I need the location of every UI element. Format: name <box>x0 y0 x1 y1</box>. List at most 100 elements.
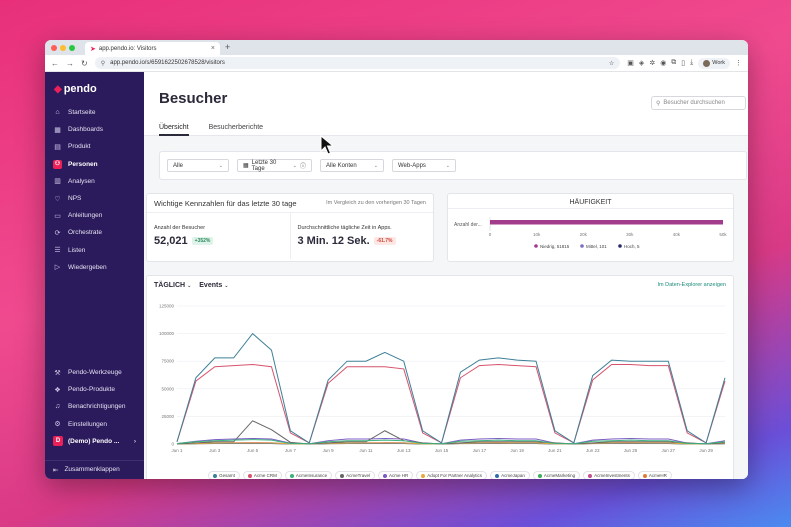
minimize-window-icon[interactable] <box>60 44 66 51</box>
frequency-tick-label: 40k <box>673 232 681 237</box>
sidepanel-icon[interactable]: ▯ <box>681 60 686 67</box>
legend-item[interactable]: AcmeMarketing <box>532 471 581 479</box>
sidebar-item-pendo-werkzeuge[interactable]: ⚒ Pendo-Werkzeuge <box>45 364 144 381</box>
sidebar-item-pendo-produkte[interactable]: ❖ Pendo-Produkte <box>45 381 144 398</box>
maximize-window-icon[interactable] <box>69 44 75 51</box>
interval-dropdown[interactable]: TÄGLICH ⌄ <box>154 282 191 289</box>
interval-value: TÄGLICH <box>154 281 186 289</box>
forward-icon[interactable]: → <box>66 58 74 68</box>
tab-overview[interactable]: Übersicht <box>159 124 189 136</box>
browser-menu-icon[interactable]: ⋮ <box>735 60 742 67</box>
bookmark-star-icon[interactable]: ☆ <box>608 60 615 67</box>
sidebar-item-label: Personen <box>68 160 98 168</box>
extension-icon[interactable]: ▣ <box>627 60 634 67</box>
series-line-acmeinsurance[interactable] <box>176 439 726 445</box>
x-tick-label: Jun 19 <box>510 448 524 453</box>
y-tick-label: 25000 <box>161 414 174 419</box>
collapse-label: Zusammenklappen <box>64 466 120 473</box>
legend-item[interactable]: Gesamt <box>208 471 240 479</box>
legend-item[interactable]: AcmeTravel <box>335 471 376 479</box>
x-tick-label: Jun 1 <box>171 448 183 453</box>
data-explorer-link[interactable]: Im Daten-Explorer anzeigen <box>657 282 726 288</box>
orchestrate-icon: ⟳ <box>54 229 61 237</box>
sidebar-item-analysen[interactable]: ▥ Analysen <box>45 173 144 190</box>
puzzle-extension-icon[interactable]: ⧉ <box>671 59 677 66</box>
collapse-sidebar-button[interactable]: ⇤ Zusammenklappen <box>45 460 144 478</box>
frequency-legend-swatch <box>580 244 584 248</box>
legend-item[interactable]: AcmeInvestments <box>583 471 635 479</box>
frequency-tick-label: 10k <box>533 232 541 237</box>
series-line-gesamt[interactable] <box>176 332 726 444</box>
series-line-acmetravel[interactable] <box>176 420 726 445</box>
events-line-chart: 0 25000 50000 75000 100000 125000 Jun 1 Jun 3 Ju… <box>159 304 726 453</box>
sidebar-item-wiedergeben[interactable]: ▷ Wiedergeben <box>45 259 144 276</box>
frequency-tick-label: 50k <box>719 232 727 237</box>
metric-dropdown[interactable]: Events ⌄ <box>199 282 228 289</box>
legend-item[interactable]: AcmeInsurance <box>284 471 333 479</box>
segment-select[interactable]: Alle ⌄ <box>167 159 229 172</box>
x-tick-label: Jun 27 <box>662 448 676 453</box>
sidebar-item-dashboards[interactable]: ▦ Dashboards <box>45 121 144 138</box>
legend-item[interactable]: AcmeJapan <box>490 471 530 479</box>
sidebar-item-benachrichtigungen[interactable]: ♫ Benachrichtigungen <box>45 398 144 415</box>
pendo-logo[interactable]: ◆ pendo <box>45 72 144 104</box>
pendo-extension-icon[interactable]: ◈ <box>638 60 645 67</box>
series-line-acme-crm[interactable] <box>176 364 726 444</box>
browser-tab[interactable]: ➤ app.pendo.io: Visitors × <box>85 42 220 55</box>
frequency-title: HÄUFIGKEIT <box>448 194 733 209</box>
site-info-icon[interactable]: ⚲ <box>100 60 106 67</box>
browser-window: ➤ app.pendo.io: Visitors × + ← → ↻ ⚲ app… <box>45 40 748 479</box>
workspace-switcher[interactable]: D (Demo) Pendo ... › <box>45 433 144 450</box>
sidebar-item-personen[interactable]: ⚇ Personen <box>45 156 144 173</box>
new-tab-icon[interactable]: + <box>225 42 231 52</box>
chevron-down-icon: ⌄ <box>292 162 297 169</box>
browser-toolbar: ← → ↻ ⚲ app.pendo.io/s/6591622502678528/… <box>45 55 748 72</box>
sidebar-item-nps[interactable]: ♡ NPS <box>45 190 144 207</box>
legend-label: Gesamt <box>219 473 235 478</box>
sidebar-item-anleitungen[interactable]: ▭ Anleitungen <box>45 207 144 224</box>
apps-select[interactable]: Web-Apps ⌄ <box>392 159 456 172</box>
sidebar-item-produkt[interactable]: ▤ Produkt <box>45 138 144 155</box>
legend-item[interactable]: AcmeHR <box>637 471 672 479</box>
address-bar-url: app.pendo.io/s/6591622502678528/visitors <box>110 60 225 66</box>
accounts-select[interactable]: Alle Konten ⌄ <box>320 159 384 172</box>
back-icon[interactable]: ← <box>51 58 59 68</box>
x-tick-label: Jun 17 <box>473 448 487 453</box>
sidebar-item-orchestrate[interactable]: ⟳ Orchestrate <box>45 224 144 241</box>
x-tick-label: Jun 9 <box>323 448 335 453</box>
frequency-tick-label: 30k <box>626 232 634 237</box>
download-icon[interactable]: ⤓ <box>690 59 694 66</box>
pendo-app: ◆ pendo ⌂ Startseite ▦ Dashboards ▤ Produkt ⚇ P… <box>45 72 748 479</box>
close-window-icon[interactable] <box>51 44 57 51</box>
search-icon: ⚲ <box>656 100 661 107</box>
legend-item[interactable]: Adopt For Partner Analytics <box>416 471 488 479</box>
main-content: Besucher ⚲ Besucher durchsuchen Übersich… <box>144 72 748 479</box>
sidebar-item-label: Dashboards <box>68 126 104 134</box>
legend-swatch <box>289 473 294 478</box>
search-input[interactable]: ⚲ Besucher durchsuchen <box>651 96 746 110</box>
frequency-bar[interactable] <box>490 220 723 225</box>
reload-icon[interactable]: ↻ <box>81 58 88 68</box>
address-bar[interactable]: ⚲ app.pendo.io/s/6591622502678528/visito… <box>94 57 621 69</box>
kpi-title: Wichtige Kennzahlen für das letzte 30 ta… <box>154 198 297 208</box>
sidebar-item-startseite[interactable]: ⌂ Startseite <box>45 104 144 121</box>
chevron-down-icon: ⌄ <box>224 282 229 289</box>
tab-visitor-reports[interactable]: Besucherberichte <box>208 124 264 131</box>
sidebar-item-einstellungen[interactable]: ⚙ Einstellungen <box>45 416 144 433</box>
series-line-acme-hr[interactable] <box>176 437 726 445</box>
close-tab-icon[interactable]: × <box>210 45 215 52</box>
sidebar-item-listen[interactable]: ☰ Listen <box>45 242 144 259</box>
legend-item[interactable]: Acme CRM <box>242 471 282 479</box>
frequency-tick-label: 0 <box>489 232 492 237</box>
settings-extension-icon[interactable]: ✲ <box>649 60 656 67</box>
kpi-label: Anzahl der Besucher <box>154 225 206 231</box>
globe-extension-icon[interactable]: ◉ <box>660 60 667 67</box>
profile-chip[interactable]: Work <box>698 57 730 69</box>
legend-item[interactable]: Acme HR <box>378 471 414 479</box>
legend-label: AcmeInsurance <box>295 473 328 478</box>
calendar-icon: ▦ <box>243 163 249 169</box>
workspace-badge: D <box>53 436 63 447</box>
pendo-logo-text: pendo <box>63 83 97 95</box>
date-range-value: Letzte 30 Tage <box>251 159 277 172</box>
date-range-select[interactable]: ▦ Letzte 30 Tage ⌄ ⓘ <box>237 159 312 172</box>
